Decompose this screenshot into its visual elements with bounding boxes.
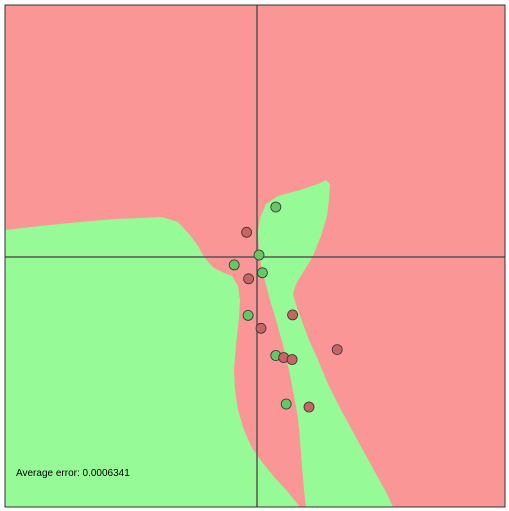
positive-region-left	[5, 217, 300, 507]
positive-data-point[interactable]	[228, 259, 240, 271]
negative-data-point[interactable]	[255, 322, 267, 334]
negative-data-point[interactable]	[331, 344, 343, 356]
positive-data-point[interactable]	[253, 249, 265, 261]
positive-data-point[interactable]	[242, 309, 254, 321]
average-error-label: Average error: 0.0006341	[16, 468, 130, 479]
positive-data-point[interactable]	[280, 398, 292, 410]
negative-data-point[interactable]	[243, 273, 255, 285]
negative-data-point[interactable]	[241, 226, 253, 238]
negative-data-point[interactable]	[303, 401, 315, 413]
negative-data-point[interactable]	[287, 309, 299, 321]
positive-data-point[interactable]	[270, 201, 282, 213]
negative-data-point[interactable]	[286, 354, 298, 365]
data-points	[228, 201, 343, 413]
canvas-border	[4, 4, 506, 508]
positive-data-point[interactable]	[256, 267, 268, 279]
positive-region-right	[258, 180, 393, 507]
